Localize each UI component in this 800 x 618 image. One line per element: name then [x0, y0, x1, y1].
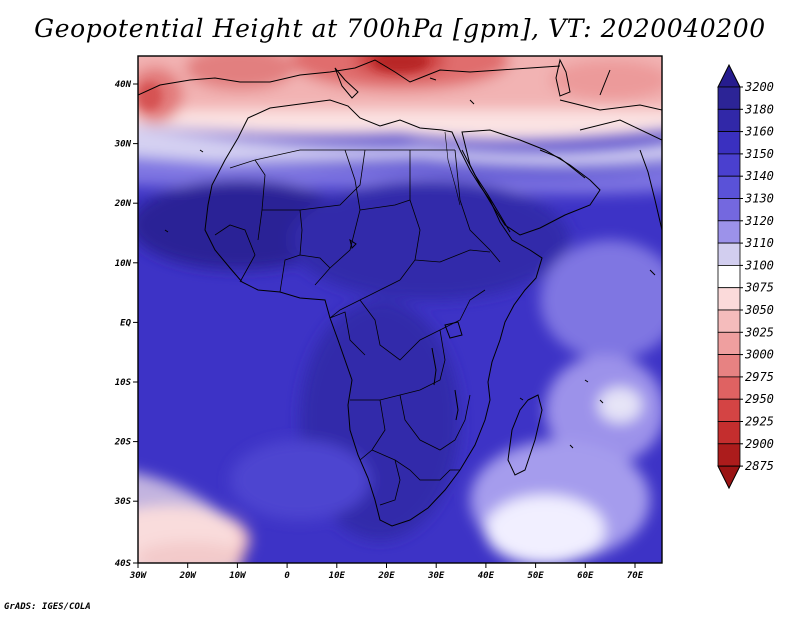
colorbar-label: 2875	[745, 459, 774, 473]
lon-label: 20E	[377, 571, 395, 581]
colorbar-label: 3160	[744, 125, 774, 139]
colorbar-label: 2900	[745, 437, 774, 451]
persian-gulf	[539, 149, 586, 179]
italy	[334, 67, 359, 99]
lat-label: 30S	[114, 497, 132, 507]
lat-label: 10S	[115, 378, 132, 388]
colorbar-segment	[717, 398, 741, 422]
coastlines	[138, 58, 662, 527]
colorbar-segment	[717, 354, 741, 378]
nile	[444, 131, 461, 206]
colorbar-label: 2925	[745, 415, 774, 429]
red-sea	[461, 149, 511, 233]
colorbar-label: 2950	[745, 392, 774, 406]
colorbar: 3200 3180 3160 3150 3140 3130 3120 3110 3100 3075…	[717, 63, 774, 490]
colorbar-segment	[717, 131, 741, 155]
colorbar-segment	[717, 242, 741, 266]
islands	[164, 77, 656, 449]
colorbar-label: 3150	[744, 147, 774, 161]
lat-label: 40N	[115, 80, 132, 90]
colorbar-label: 3110	[744, 236, 774, 250]
height-field	[138, 56, 662, 563]
caspian	[555, 58, 571, 97]
colorbar-segment	[717, 421, 741, 445]
colorbar-bottom-arrow	[717, 465, 741, 490]
country-borders	[214, 149, 501, 506]
colorbar-label: 3050	[744, 303, 774, 317]
colorbar-segment	[717, 220, 741, 244]
lon-label: 0	[284, 571, 290, 581]
lake-chad	[349, 238, 357, 249]
colorbar-label: 3025	[744, 325, 774, 339]
colorbar-label: 3120	[744, 214, 774, 228]
lake-malawi	[454, 389, 459, 421]
lat-label: 20N	[114, 199, 132, 209]
asia-borders	[559, 69, 662, 141]
map-title: Geopotential Height at 700hPa [gpm], VT:…	[34, 14, 766, 43]
colorbar-label: 3130	[744, 192, 774, 206]
lat-label: 10N	[115, 259, 132, 269]
colorbar-label: 3100	[744, 258, 774, 272]
colorbar-segment	[717, 443, 741, 467]
india-west	[639, 149, 662, 231]
colorbar-label: 3180	[744, 102, 774, 116]
colorbar-segment	[717, 309, 741, 333]
lon-label: 10E	[329, 571, 346, 581]
colorbar-segment	[717, 86, 741, 110]
colorbar-top-arrow	[717, 63, 741, 88]
lon-label: 20W	[179, 571, 198, 581]
colorbar-segment	[717, 376, 741, 400]
colorbar-segment	[717, 175, 741, 199]
lat-label: EQ	[120, 318, 131, 328]
colorbar-segment	[717, 331, 741, 355]
map-frame	[137, 55, 663, 564]
lat-label: 30N	[114, 140, 132, 150]
colorbar-segment	[717, 287, 741, 311]
colorbar-segment	[717, 153, 741, 177]
lon-label: 40E	[478, 571, 495, 581]
colorbar-segment	[717, 198, 741, 222]
madagascar	[507, 394, 543, 476]
africa-coastline	[204, 99, 543, 527]
lon-label: 30E	[427, 571, 445, 581]
longitude-axis: 30W 20W 10W 0 10E 20E 30E 40E 50E 60E 70E	[129, 563, 644, 581]
lake-victoria	[444, 321, 463, 339]
europe-coast	[138, 59, 561, 96]
lon-label: 70E	[627, 571, 644, 581]
colorbar-segment	[717, 264, 741, 289]
lat-label: 40S	[115, 559, 132, 569]
colorbar-label: 3200	[744, 80, 774, 94]
colorbar-label: 3000	[744, 348, 774, 362]
lat-label: 20S	[114, 438, 132, 448]
lon-label: 30W	[129, 571, 148, 581]
lake-tanganyika	[431, 347, 437, 386]
grads-credit: GrADS: IGES/COLA	[4, 602, 91, 612]
lon-label: 10W	[229, 571, 247, 581]
colorbar-label: 3140	[744, 169, 774, 183]
lon-label: 60E	[577, 571, 594, 581]
arabia	[461, 129, 601, 236]
colorbar-segment	[717, 108, 741, 133]
colorbar-label: 3075	[744, 281, 774, 295]
latitude-axis: 40N 30N 20N 10N EQ 10S 20S 30S 40S	[114, 80, 138, 569]
colorbar-label: 2975	[745, 370, 774, 384]
lon-label: 50E	[527, 571, 544, 581]
